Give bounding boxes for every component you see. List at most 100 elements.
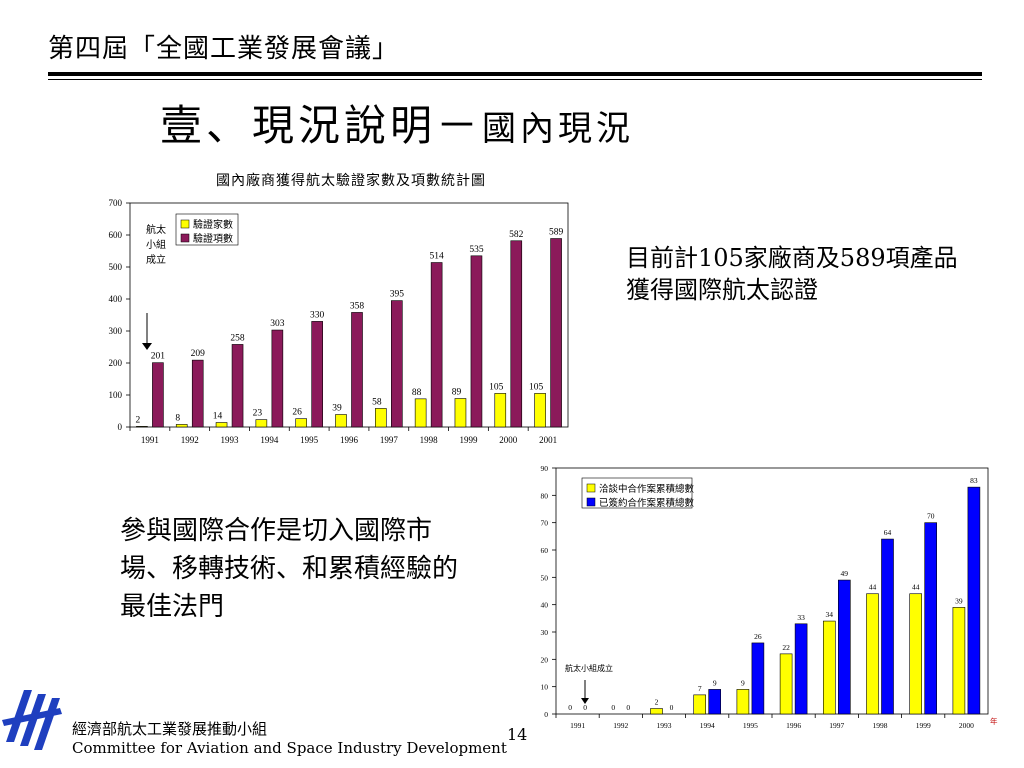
chart2-x-tick-label: 1999	[916, 721, 931, 730]
chart1-data-label-s1: 201	[151, 352, 166, 362]
chart1-data-label-s1: 209	[191, 349, 206, 359]
chart1-data-label-s0: 23	[253, 409, 263, 419]
chart2-y-tick-label: 10	[541, 683, 549, 692]
chart1-bar-s1	[470, 255, 483, 428]
chart2-data-label-s0: 44	[912, 583, 920, 592]
chart1-y-tick-label: 500	[109, 262, 123, 272]
chart2-bar-s0	[650, 708, 663, 715]
chart2-x-tick-label: 1995	[743, 721, 758, 730]
chart1-data-label-s0: 89	[452, 388, 462, 398]
chart1-data-label-s1: 330	[310, 310, 325, 320]
chart2-y-tick-label: 20	[541, 655, 549, 664]
chart1-x-tick-label: 1999	[459, 435, 478, 445]
chart1-data-label-s1: 395	[390, 290, 405, 300]
chart2-data-label-s0: 2	[655, 698, 659, 707]
chart1-data-label-s1: 589	[549, 228, 564, 238]
chart2-legend-label-s0: 洽談中合作案累積總數	[599, 483, 695, 495]
chart2-y-tick-label: 90	[541, 464, 549, 473]
chart1-legend-label-s0: 驗證家數	[193, 218, 233, 231]
chart2-legend-swatch-s1	[586, 497, 596, 507]
chart1-legend-box	[175, 213, 239, 246]
chart2-bar-s0	[779, 653, 793, 715]
chart2-bar-s1	[881, 538, 894, 715]
chart2-data-label-s0: 7	[698, 684, 702, 693]
chart2-data-label-s1: 64	[884, 528, 892, 537]
chart1-data-label-s0: 8	[175, 413, 180, 423]
chart1-title: 國內廠商獲得航太驗證家數及項數統計圖	[216, 173, 486, 189]
chart1-data-label-s0: 88	[412, 388, 422, 398]
chart1-annotation-text: 小組	[146, 238, 166, 251]
chart1-x-tick-label: 1998	[420, 435, 439, 445]
chart1-bar-s1	[231, 344, 244, 428]
chart1-y-tick-label: 200	[109, 358, 123, 368]
chart1-bar-s1	[391, 300, 403, 428]
chart1-data-label-s1: 514	[430, 252, 445, 262]
footer-org-en: Committee for Aviation and Space Industr…	[72, 739, 507, 757]
chart2-bar-s1	[708, 689, 722, 715]
chart2-data-label-s1: 49	[841, 569, 849, 578]
slide-title-main: 壹、現況說明－	[160, 101, 483, 150]
chart1-bar-s0	[215, 422, 228, 428]
note-international-cooperation: 參與國際合作是切入國際市場、移轉技術、和累積經驗的最佳法門	[120, 516, 459, 622]
chart2-data-label-s1: 0	[583, 703, 587, 712]
chart2-bar-s1	[837, 579, 851, 715]
chart1-x-tick-label: 1997	[380, 435, 399, 445]
header-rule-thick	[48, 72, 982, 76]
casid-logo-icon	[0, 680, 64, 760]
chart1-legend-swatch-s0	[180, 219, 190, 229]
chart2-data-label-s1: 33	[797, 613, 805, 622]
chart1-annotation-text: 成立	[146, 253, 166, 266]
chart1-x-tick-label: 2001	[539, 435, 557, 445]
chart1-x-tick-label: 2000	[499, 435, 518, 445]
chart1-bar-s1	[550, 238, 562, 428]
chart1-bar-s0	[175, 424, 188, 428]
chart2-data-label-s1: 70	[927, 512, 935, 521]
chart2-y-tick-label: 30	[541, 628, 549, 637]
chart1-annotation-arrowhead	[142, 343, 152, 350]
chart2-y-tick-label: 40	[541, 601, 549, 610]
chart1-y-tick-label: 700	[109, 198, 123, 208]
chart1-y-tick-label: 400	[109, 294, 123, 304]
chart2-plot-frame	[555, 467, 989, 715]
chart2-bar-s0	[736, 689, 750, 715]
header-title: 第四屆「全國工業發展會議」	[48, 34, 400, 64]
chart1-data-label-s0: 26	[292, 408, 302, 418]
chart1-data-label-s0: 105	[489, 382, 504, 392]
chart1-x-tick-label: 1993	[221, 435, 240, 445]
chart1-bar-s0	[534, 393, 546, 428]
chart2-x-tick-label: 1998	[873, 721, 888, 730]
slide-title-sub: 國內現況	[482, 109, 635, 149]
chart2-bar-s1	[794, 623, 808, 715]
chart2-data-label-s0: 39	[955, 596, 963, 605]
chart2-x-unit-label: 年	[990, 716, 998, 726]
chart2-x-tick-label: 1991	[570, 721, 585, 730]
slide-title: 壹、現況說明－國內現況	[160, 92, 634, 153]
chart1-data-label-s0: 58	[372, 397, 382, 407]
chart1-y-tick-label: 0	[118, 422, 123, 432]
chart1-bar-s1	[311, 321, 323, 428]
chart1-data-label-s0: 14	[213, 412, 223, 422]
chart1-data-label-s1: 358	[350, 301, 365, 311]
chart2-bar-s1	[924, 522, 938, 715]
chart1-bar-s1	[152, 362, 164, 428]
chart1-y-tick-label: 600	[109, 230, 123, 240]
chart1-bar-s0	[375, 408, 387, 428]
chart1-y-tick-label: 300	[109, 326, 123, 336]
note-certification-summary: 目前計105家廠商及589項產品獲得國際航太認證	[626, 244, 958, 304]
chart2-y-tick-label: 60	[541, 546, 549, 555]
chart1-annotation-text: 航太	[146, 223, 166, 236]
chart1-data-label-s1: 582	[509, 230, 524, 240]
chart2-x-tick-label: 1992	[613, 721, 628, 730]
chart1-bar-s1	[271, 329, 284, 428]
chart2-data-label-s1: 83	[970, 476, 978, 485]
chart1-bar-s0	[335, 414, 347, 428]
chart1-bar-s0	[255, 419, 268, 428]
chart2-y-tick-label: 80	[541, 491, 549, 500]
chart2-data-label-s0: 44	[869, 583, 877, 592]
chart2-x-tick-label: 1994	[700, 721, 715, 730]
chart1-data-label-s0: 105	[529, 382, 544, 392]
chart1-x-tick-label: 1996	[340, 435, 359, 445]
chart2-bar-s0	[693, 694, 707, 715]
chart1-plot-frame	[129, 202, 569, 428]
chart2-data-label-s0: 34	[826, 610, 834, 619]
